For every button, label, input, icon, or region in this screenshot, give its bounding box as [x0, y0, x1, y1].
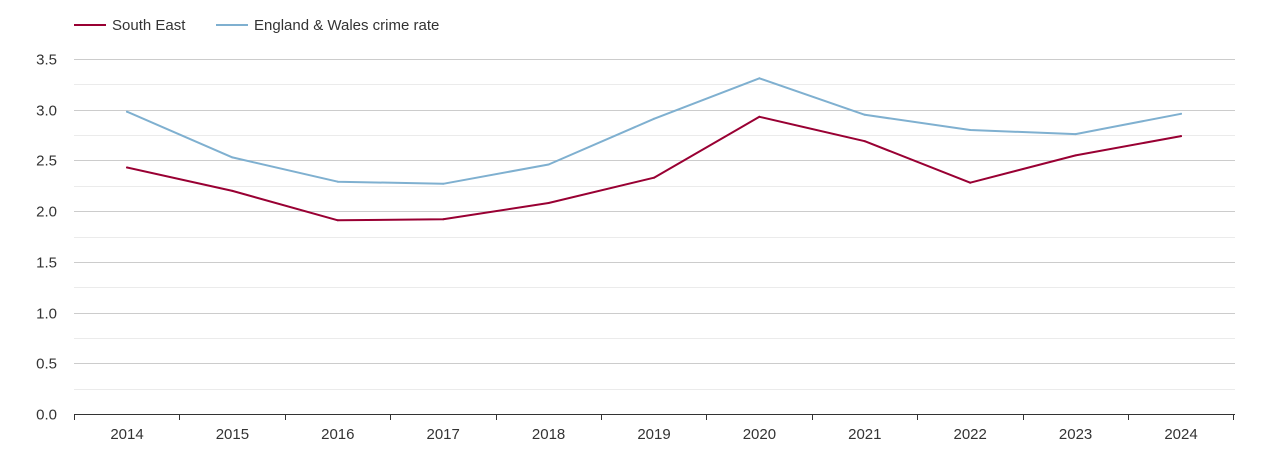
- x-tick-label: 2022: [954, 426, 987, 443]
- series-layer: [126, 77, 1182, 222]
- y-tick-label: 3.0: [36, 103, 57, 120]
- data-point-england-wales-crime-rate[interactable]: [547, 163, 550, 166]
- legend-label-england-wales: England & Wales crime rate: [254, 17, 439, 34]
- data-point-south-east[interactable]: [336, 219, 339, 222]
- data-point-england-wales-crime-rate[interactable]: [969, 129, 972, 131]
- data-point-south-east[interactable]: [1074, 154, 1077, 157]
- data-point-south-east[interactable]: [969, 181, 972, 184]
- y-tick-label: 1.5: [36, 255, 57, 272]
- series-line-england-wales-crime-rate[interactable]: [126, 77, 1182, 185]
- y-tick-label: 0.5: [36, 356, 57, 373]
- x-tick-label: 2016: [321, 426, 354, 443]
- data-point-south-east[interactable]: [1180, 135, 1182, 138]
- x-tick-label: 2021: [848, 426, 881, 443]
- data-point-england-wales-crime-rate[interactable]: [336, 180, 339, 183]
- x-tick-label: 2023: [1059, 426, 1092, 443]
- data-point-south-east[interactable]: [126, 166, 128, 169]
- data-point-south-east[interactable]: [653, 176, 655, 179]
- grid: [74, 59, 1235, 390]
- data-point-england-wales-crime-rate[interactable]: [1180, 112, 1182, 115]
- x-tick-label: 2020: [743, 426, 776, 443]
- x-tick-label: 2015: [216, 426, 249, 443]
- data-point-england-wales-crime-rate[interactable]: [758, 77, 761, 80]
- data-point-south-east[interactable]: [758, 115, 761, 118]
- y-tick-label: 2.0: [36, 204, 57, 221]
- legend-label-south-east: South East: [112, 17, 186, 34]
- data-point-england-wales-crime-rate[interactable]: [653, 117, 655, 120]
- legend-item-england-wales[interactable]: England & Wales crime rate: [216, 17, 439, 34]
- x-tick-label: 2024: [1164, 426, 1197, 443]
- y-tick-label: 0.0: [36, 407, 57, 424]
- series-south-east: [126, 115, 1182, 222]
- data-point-south-east[interactable]: [863, 140, 866, 143]
- data-point-england-wales-crime-rate[interactable]: [231, 156, 234, 159]
- data-point-south-east[interactable]: [547, 202, 550, 204]
- x-tick-label: 2018: [532, 426, 565, 443]
- data-point-south-east[interactable]: [231, 189, 234, 192]
- x-axis: 2014 2015 2016 2017 2018 2019 2020 2021 2022 2023…: [74, 414, 1235, 443]
- data-point-england-wales-crime-rate[interactable]: [863, 113, 866, 116]
- data-point-england-wales-crime-rate[interactable]: [442, 182, 445, 185]
- x-tick-label: 2014: [110, 426, 143, 443]
- legend: South East England & Wales crime rate: [74, 17, 439, 34]
- x-tick-label: 2019: [637, 426, 670, 443]
- series-england-wales-crime-rate: [126, 77, 1182, 185]
- data-point-england-wales-crime-rate[interactable]: [126, 110, 128, 113]
- legend-item-south-east[interactable]: South East: [74, 17, 186, 34]
- x-tick-label: 2017: [427, 426, 460, 443]
- data-point-england-wales-crime-rate[interactable]: [1074, 133, 1077, 136]
- y-axis-labels: 0.0 0.5 1.0 1.5 2.0 2.5 3.0 3.5: [36, 52, 57, 424]
- y-tick-label: 2.5: [36, 153, 57, 170]
- y-tick-label: 3.5: [36, 52, 57, 69]
- y-tick-label: 1.0: [36, 306, 57, 323]
- data-point-south-east[interactable]: [442, 218, 445, 221]
